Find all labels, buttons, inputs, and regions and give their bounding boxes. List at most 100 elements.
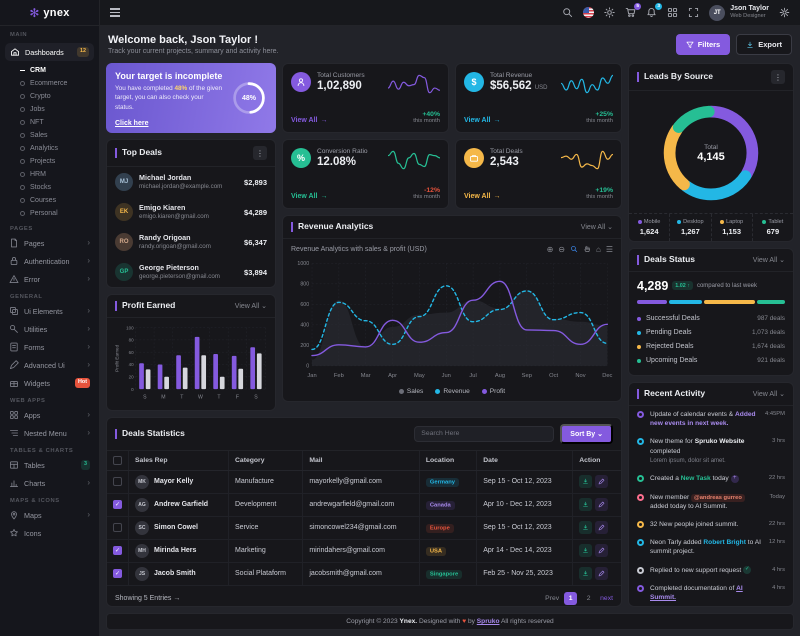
svg-text:Profit Earned: Profit Earned [115,344,120,371]
pan-hand-icon[interactable] [583,245,591,253]
notifications-bell-icon[interactable]: 3 [646,3,663,18]
lock-icon [10,257,18,265]
page-1-button[interactable]: 1 [564,591,578,605]
sidebar: ✻ ynex MAIN Dashboards 12 CRM Ecommerce … [0,0,100,636]
chevron-right-icon: › [87,306,90,315]
sidebar-item-analytics[interactable]: Analytics [0,142,99,155]
edit-action-button[interactable] [595,498,609,512]
click-here-link[interactable]: Click here [115,119,149,127]
user-role: Web Designer [730,13,766,20]
sidebar-item-authentication[interactable]: Authentication › [0,252,99,270]
select-all-checkbox[interactable] [113,455,122,465]
sidebar-item-widgets[interactable]: Widgets Hot [0,374,99,392]
more-options-icon[interactable]: ⋮ [771,70,785,84]
download-action-button[interactable] [579,567,593,581]
more-options-icon[interactable]: ⋮ [253,146,267,160]
sidebar-item-hrm[interactable]: HRM [0,168,99,181]
chevron-right-icon: › [87,428,90,437]
sidebar-item-advanced-ui[interactable]: Advanced Ui › [0,356,99,374]
settings-gear-icon[interactable] [779,7,790,18]
edit-action-button[interactable] [595,567,609,581]
zoom-in-icon[interactable]: ⊕ [546,244,554,254]
avatar: SC [135,520,149,535]
view-all-dropdown[interactable]: View All ⌄ [752,390,785,398]
sidebar-item-courses[interactable]: Courses [0,194,99,207]
sidebar-item-utilities[interactable]: Utilities › [0,320,99,338]
view-all-dropdown[interactable]: View All ⌄ [752,256,785,264]
language-flag-icon[interactable] [583,7,595,18]
svg-text:F: F [236,394,239,400]
view-all-link[interactable]: View All → [291,117,328,124]
agency-link[interactable]: Spruko [476,618,500,625]
user-profile-menu[interactable]: JT Json Taylor Web Designer [709,4,769,21]
sort-by-button[interactable]: Sort By ⌄ [560,423,613,444]
profit-earned-card: Profit Earned View All ⌄ 0 20 40 60 80 100 S M T… [106,294,276,411]
sidebar-item-sales[interactable]: Sales [0,129,99,142]
sidebar-item-ui-elements[interactable]: Ui Elements › [0,302,99,320]
view-all-link[interactable]: View All → [464,193,501,200]
chevron-right-icon: › [87,342,90,351]
next-page-button[interactable]: next [600,594,613,602]
sidebar-item-apps[interactable]: Apps › [0,406,99,424]
row-checkbox[interactable]: ✓ [113,569,122,579]
chart-menu-icon[interactable]: ☰ [605,244,613,254]
sidebar-item-crm[interactable]: CRM [0,64,99,77]
sidebar-section-general: GENERAL [10,294,43,300]
sidebar-item-nft[interactable]: NFT [0,116,99,129]
sidebar-item-projects[interactable]: Projects [0,155,99,168]
download-action-button[interactable] [579,475,593,489]
sidebar-item-personal[interactable]: Personal [0,207,99,220]
download-action-button[interactable] [579,498,593,512]
legend-sales: Sales [398,388,423,395]
selection-zoom-icon[interactable] [570,245,578,253]
sidebar-item-tables[interactable]: Tables 3 [0,456,99,474]
apps-launcher-icon[interactable] [667,7,678,18]
sidebar-item-pages[interactable]: Pages › [0,234,99,252]
row-checkbox[interactable] [113,477,122,487]
row-checkbox[interactable]: ✓ [113,500,122,510]
sidebar-item-crypto[interactable]: Crypto [0,90,99,103]
sidebar-item-jobs[interactable]: Jobs [0,103,99,116]
download-action-button[interactable] [579,521,593,535]
cart-icon[interactable]: 5 [625,3,642,18]
view-all-dropdown[interactable]: View All ⌄ [234,302,267,310]
download-action-button[interactable] [579,544,593,558]
chevron-right-icon: › [87,238,90,247]
edit-action-button[interactable] [595,521,609,535]
table-search-input[interactable] [414,425,555,442]
sidebar-item-error[interactable]: Error › [0,270,99,288]
showing-entries-label: Showing 5 Entries → [115,594,181,602]
menu-toggle-icon[interactable] [110,8,120,17]
row-checkbox[interactable] [113,523,122,533]
sidebar-item-dashboards[interactable]: Dashboards 12 [5,43,94,61]
sidebar-item-nested-menu[interactable]: Nested Menu › [0,424,99,442]
sidebar-item-ecommerce[interactable]: Ecommerce [0,77,99,90]
leads-legend: Mobile 1,624 Desktop 1,267 Laptop 1,153 Tab… [629,213,793,241]
fullscreen-icon[interactable] [688,7,699,18]
sidebar-item-stocks[interactable]: Stocks [0,181,99,194]
edit-action-button[interactable] [595,475,609,489]
edit-action-button[interactable] [595,544,609,558]
sidebar-item-maps[interactable]: Maps › [0,506,99,524]
filters-button[interactable]: Filters [675,34,731,55]
app-logo[interactable]: ✻ ynex [0,0,99,26]
sidebar-item-charts[interactable]: Charts › [0,474,99,492]
view-all-link[interactable]: View All → [291,193,328,200]
page-2-button[interactable]: 2 [586,594,591,602]
theme-toggle-sun-icon[interactable] [604,7,615,18]
avatar: AG [135,497,149,512]
zoom-out-icon[interactable]: ⊖ [558,244,565,254]
view-all-dropdown[interactable]: View All ⌄ [580,223,613,231]
svg-text:Dec: Dec [602,373,612,379]
export-button[interactable]: Export [736,34,792,55]
check-icon: ✓ [743,565,752,574]
prev-page-button[interactable]: Prev [545,594,560,602]
search-icon[interactable] [562,7,573,18]
svg-text:May: May [414,373,425,379]
view-all-link[interactable]: View All → [464,117,501,124]
row-checkbox[interactable]: ✓ [113,546,122,556]
reset-home-icon[interactable]: ⌂ [595,244,601,254]
sidebar-item-icons[interactable]: Icons [0,524,99,542]
logo-icon: ✻ [29,5,40,20]
sidebar-item-forms[interactable]: Forms › [0,338,99,356]
